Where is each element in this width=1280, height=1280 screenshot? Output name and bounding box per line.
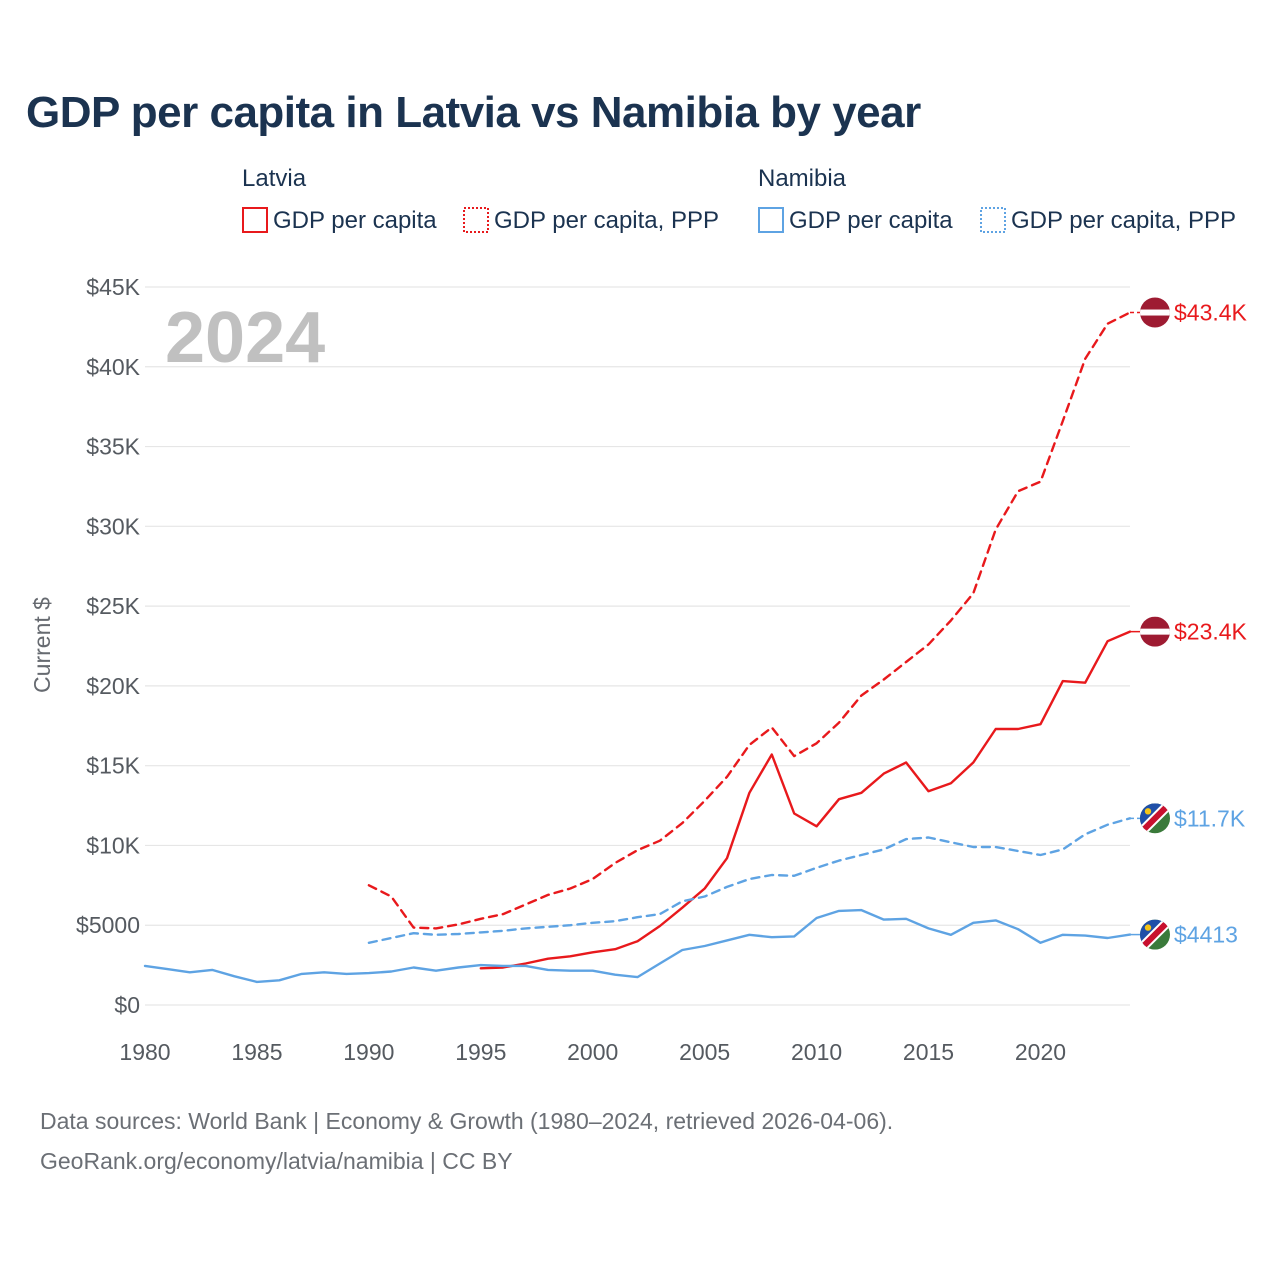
legend-swatch-latvia-gdp[interactable] <box>242 207 268 233</box>
end-value-label: $23.4K <box>1174 619 1248 645</box>
series-line-latvia-gdp-per-capita[interactable] <box>479 630 1132 970</box>
end-value-label: $11.7K <box>1174 805 1246 831</box>
y-tick-label: $45K <box>86 274 140 300</box>
x-tick-label: 2005 <box>679 1039 730 1065</box>
flag-body <box>1140 803 1170 834</box>
x-tick-label: 2015 <box>903 1039 954 1065</box>
y-tick-label: $0 <box>114 992 140 1018</box>
latvia-flag-icon <box>1130 297 1170 328</box>
flag-sun <box>1144 924 1152 931</box>
x-axis-ticks: 1980 1985 1990 1995 2000 2005 2010 2015 2020 <box>119 1039 1066 1065</box>
series-line-namibia-gdp-per-capita-ppp[interactable] <box>367 817 1132 944</box>
chart-title: GDP per capita in Latvia vs Namibia by y… <box>26 88 921 137</box>
series-lines <box>143 311 1132 984</box>
y-tick-label: $15K <box>86 753 140 779</box>
x-tick-label: 2010 <box>791 1039 842 1065</box>
y-axis-ticks: $0 $5000 $10K $15K $20K $25K $30K $35K $40K $45K <box>76 274 141 1018</box>
x-tick-label: 1980 <box>119 1039 170 1065</box>
series-line-namibia-gdp-per-capita[interactable] <box>143 908 1132 984</box>
latvia-flag-icon <box>1130 616 1170 647</box>
legend: Latvia Namibia GDP per capita GDP per ca… <box>242 165 1236 234</box>
namibia-flag-icon <box>1130 919 1170 950</box>
legend-label-latvia-gdp[interactable]: GDP per capita <box>273 207 437 234</box>
end-value-label: $43.4K <box>1174 300 1248 326</box>
x-tick-label: 1990 <box>343 1039 394 1065</box>
y-tick-label: $5000 <box>76 912 140 938</box>
x-tick-label: 1985 <box>231 1039 282 1065</box>
flag-body <box>1140 616 1170 647</box>
namibia-flag-icon <box>1130 803 1170 834</box>
x-tick-label: 2000 <box>567 1039 618 1065</box>
end-value-label: $4413 <box>1174 922 1238 948</box>
flag-white-stripe <box>1140 628 1170 635</box>
y-tick-label: $20K <box>86 673 140 699</box>
legend-label-latvia-ppp[interactable]: GDP per capita, PPP <box>494 207 719 234</box>
legend-swatch-namibia-ppp[interactable] <box>980 207 1006 233</box>
legend-label-namibia-ppp[interactable]: GDP per capita, PPP <box>1011 207 1236 234</box>
y-tick-label: $35K <box>86 434 140 460</box>
year-watermark: 2024 <box>165 298 325 378</box>
y-tick-label: $10K <box>86 832 140 858</box>
legend-swatch-namibia-gdp[interactable] <box>758 207 784 233</box>
flag-body <box>1140 297 1170 328</box>
flag-white-stripe <box>1140 309 1170 316</box>
series-end-markers: $43.4K $23.4K $11.7K $4413 <box>1130 297 1248 950</box>
legend-swatch-latvia-ppp[interactable] <box>463 207 489 233</box>
legend-group-namibia: Namibia <box>758 165 847 192</box>
grid <box>145 286 1130 1006</box>
y-tick-label: $30K <box>86 513 140 539</box>
flag-body <box>1140 919 1170 950</box>
y-tick-label: $25K <box>86 593 140 619</box>
series-line-latvia-gdp-per-capita-ppp[interactable] <box>367 311 1132 930</box>
legend-group-latvia: Latvia <box>242 165 307 192</box>
flag-sun <box>1144 808 1152 815</box>
source-line-1: Data sources: World Bank | Economy & Gro… <box>40 1108 894 1134</box>
y-tick-label: $40K <box>86 354 140 380</box>
y-axis-title: Current $ <box>29 597 55 693</box>
x-tick-label: 1995 <box>455 1039 506 1065</box>
source-link[interactable]: GeoRank.org/economy/latvia/namibia | CC … <box>40 1148 513 1174</box>
x-tick-label: 2020 <box>1015 1039 1066 1065</box>
legend-label-namibia-gdp[interactable]: GDP per capita <box>789 207 953 234</box>
